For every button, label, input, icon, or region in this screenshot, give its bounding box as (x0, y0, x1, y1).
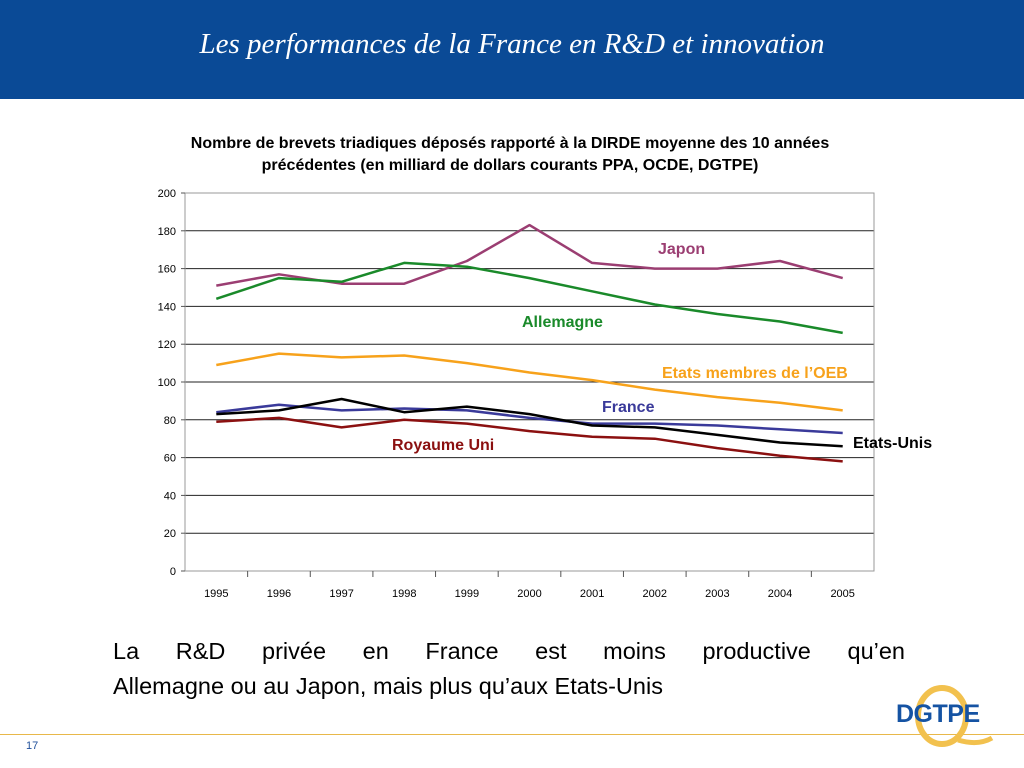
y-tick-label: 180 (158, 226, 176, 238)
x-tick-label: 1998 (392, 588, 416, 600)
series-line-royaume-uni (216, 416, 843, 463)
series-line-japon (216, 223, 844, 287)
series-label-layer: Japon Allemagne Etats membres de l’OEB F… (392, 241, 932, 454)
series-label-etats-unis: Etats-Unis (853, 435, 932, 452)
series-label-allemagne: Allemagne (522, 314, 603, 331)
caption-line-1: La R&D privée en France est moins produc… (113, 638, 905, 664)
series-layer (215, 223, 844, 463)
y-tick-label: 200 (158, 188, 176, 200)
x-tick-label: 1995 (204, 588, 228, 600)
y-tick-label: 140 (158, 301, 176, 313)
y-tick-label: 0 (170, 566, 176, 578)
x-tick-label: 1997 (329, 588, 353, 600)
y-tick-label: 40 (164, 490, 176, 502)
y-tick-label: 120 (158, 339, 176, 351)
x-tick-label: 2004 (768, 588, 792, 600)
caption: La R&D privée en France est moins produc… (113, 634, 905, 704)
y-tick-label: 100 (158, 377, 176, 389)
x-tick-label: 1996 (267, 588, 291, 600)
y-tick-label: 80 (164, 415, 176, 427)
title-bar: Les performances de la France en R&D et … (0, 0, 1024, 99)
y-tick-label: 160 (158, 264, 176, 276)
series-label-france: France (602, 399, 655, 416)
x-tick-label: 1999 (455, 588, 479, 600)
series-label-royaume-uni: Royaume Uni (392, 437, 494, 454)
chart-title-line-2: précédentes (en milliard de dollars cour… (261, 157, 759, 174)
x-tick-label: 2002 (643, 588, 667, 600)
chart-title-line-1: Nombre de brevets triadiques déposés rap… (190, 135, 830, 152)
dgtpe-logo: DGTPE (888, 680, 1000, 750)
y-tick-label: 20 (164, 528, 176, 540)
series-line-allemagne (215, 261, 843, 335)
caption-line-2: Allemagne ou au Japon, mais plus qu’aux … (113, 673, 663, 699)
x-tick-label: 2001 (580, 588, 604, 600)
series-line-etats-membres-de-l-oeb (216, 352, 843, 412)
chart-title: Nombre de brevets triadiques déposés rap… (90, 133, 930, 177)
x-tick-label: 2005 (830, 588, 854, 600)
series-label-japon: Japon (658, 241, 705, 258)
slide-title: Les performances de la France en R&D et … (199, 28, 825, 60)
axis-layer: 0 20 40 60 80 100 120 140 160 180 200 1995 1996 1997 1… (158, 188, 855, 600)
x-tick-label: 2003 (705, 588, 729, 600)
footer-divider (0, 734, 1024, 735)
x-tick-label: 2000 (517, 588, 541, 600)
logo-swoosh (915, 685, 994, 747)
series-line-france (216, 403, 843, 435)
series-line-etats-unis (216, 397, 843, 448)
logo-text: DGTPE (896, 700, 980, 728)
series-label-oeb: Etats membres de l’OEB (662, 365, 848, 382)
y-tick-label: 60 (164, 453, 176, 465)
page-number: 17 (26, 740, 39, 752)
